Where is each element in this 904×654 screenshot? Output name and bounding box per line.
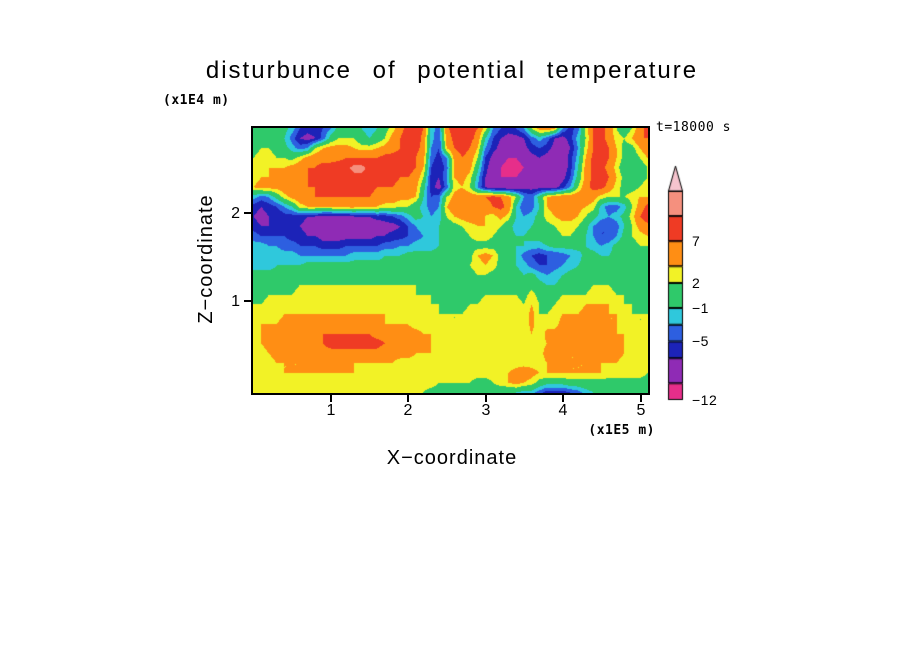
x-tick-mark — [330, 395, 332, 402]
colorbar-label-neg5: −5 — [692, 333, 709, 349]
x-tick-mark — [562, 395, 564, 402]
colorbar-label-neg1: −1 — [692, 300, 709, 316]
x-tick-label-2: 2 — [403, 402, 413, 419]
y-tick-label-1: 1 — [231, 293, 240, 310]
x-tick-label-3: 3 — [481, 402, 491, 419]
time-annotation: t=18000 s — [656, 120, 731, 135]
x-axis-label: X−coordinate — [386, 447, 518, 469]
x-tick-mark — [640, 395, 642, 402]
x-axis-unit-label: (x1E5 m) — [588, 423, 655, 438]
colorbar-label-2: 2 — [692, 275, 701, 291]
x-tick-label-5: 5 — [636, 402, 646, 419]
plot-frame — [251, 126, 650, 395]
colorbar-label-neg12: −12 — [692, 392, 718, 408]
y-axis-unit-label: (x1E4 m) — [163, 93, 230, 108]
y-tick-label-2: 2 — [231, 205, 240, 222]
heatmap — [253, 128, 648, 393]
x-tick-mark — [407, 395, 409, 402]
y-tick-mark — [244, 300, 251, 302]
colorbar — [664, 160, 688, 406]
x-tick-mark — [485, 395, 487, 402]
plot-title: disturbunce of potential temperature — [205, 57, 699, 84]
x-tick-label-1: 1 — [326, 402, 336, 419]
colorbar-label-7: 7 — [692, 233, 701, 249]
y-axis-label: Z−coordinate — [195, 194, 217, 324]
x-tick-label-4: 4 — [558, 402, 568, 419]
y-tick-mark — [244, 212, 251, 214]
